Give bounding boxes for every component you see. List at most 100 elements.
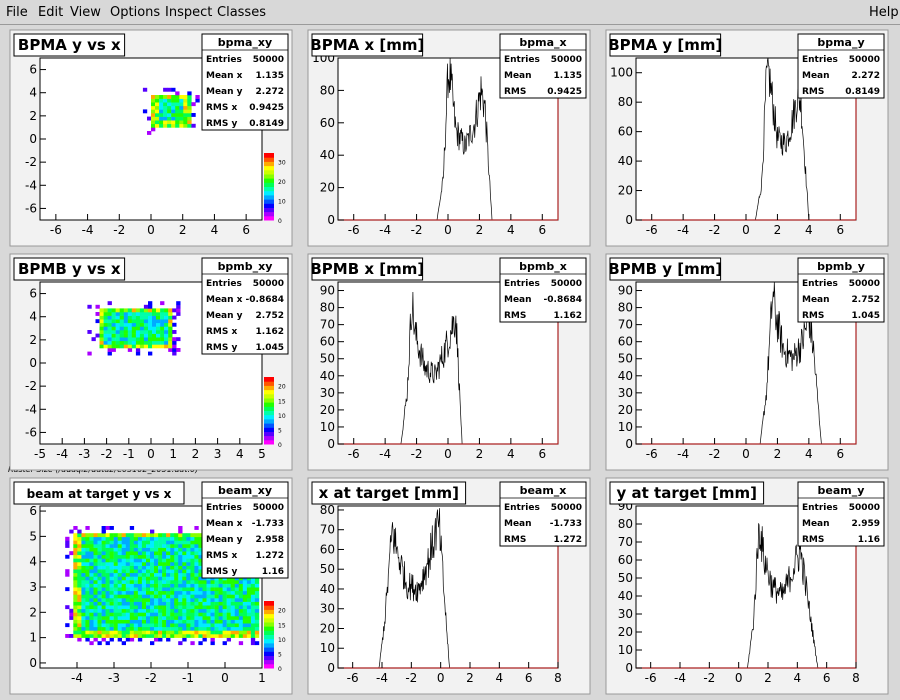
heatmap-cell [148, 319, 153, 324]
heatmap-cell [178, 536, 183, 541]
heatmap-cell [162, 619, 167, 624]
chart-title: BPMA x [mm] [310, 36, 424, 54]
heatmap-cell [113, 587, 118, 592]
x-tick-label: -2 [411, 447, 423, 461]
palette-swatch [264, 423, 274, 428]
heatmap-cell [93, 587, 98, 592]
heatmap-cell [65, 572, 70, 577]
heatmap-cell [77, 590, 82, 595]
menu-edit[interactable]: Edit [38, 5, 64, 20]
heatmap-cell [164, 326, 169, 331]
heatmap-cell [93, 598, 98, 602]
heatmap-cell [178, 544, 183, 548]
heatmap-cell [175, 95, 180, 99]
heatmap-cell [171, 109, 176, 114]
palette-tick-label: 0 [278, 218, 282, 225]
heatmap-cell [176, 304, 181, 309]
heatmap-cell [123, 344, 129, 349]
heatmap-cell [65, 544, 70, 548]
heatmap-cell [125, 608, 131, 613]
heatmap-cell [202, 580, 207, 584]
heatmap-cell [115, 308, 120, 313]
heatmap-cell [89, 540, 94, 545]
heatmap-cell [166, 598, 171, 602]
heatmap-cell [174, 598, 179, 602]
heatmap-cell [238, 634, 244, 638]
heatmap-cell [190, 601, 195, 606]
heatmap-cell [246, 594, 252, 599]
heatmap-cell [238, 587, 244, 592]
heatmap-cell [172, 337, 177, 342]
heatmap-cell [89, 634, 94, 638]
heatmap-cell [242, 608, 248, 613]
heatmap-cell [101, 601, 106, 606]
menu-options[interactable]: Options [110, 5, 161, 20]
heatmap-cell [163, 102, 168, 107]
heatmap-cell [238, 594, 244, 599]
heatmap-cell [148, 304, 153, 309]
heatmap-cell [146, 626, 151, 631]
heatmap-cell [175, 123, 180, 128]
heatmap-cell [166, 544, 171, 548]
heatmap-cell [174, 608, 179, 613]
heatmap-cell [183, 95, 188, 99]
heatmap-cell [69, 529, 74, 534]
heatmap-cell [238, 601, 244, 606]
heatmap-cell [172, 308, 177, 313]
heatmap-cell [250, 612, 256, 617]
x-tick-label: 1 [258, 671, 266, 685]
heatmap-cell [95, 304, 100, 309]
heatmap-cell [178, 540, 183, 545]
heatmap-cell [131, 340, 137, 345]
stats-value: 2.752 [852, 295, 880, 305]
menu-classes[interactable]: Classes [217, 5, 266, 20]
heatmap-cell [129, 601, 135, 606]
palette-tick-label: 30 [278, 160, 286, 167]
heatmap-cell [93, 637, 98, 642]
heatmap-cell [73, 580, 78, 584]
heatmap-cell [178, 587, 183, 592]
heatmap-cell [141, 562, 147, 566]
heatmap-cell [190, 598, 195, 602]
heatmap-cell [154, 580, 159, 584]
heatmap-cell [210, 583, 215, 588]
root-canvas[interactable]: Raster Size (/adaql2/data2/e05102_2051.d… [0, 26, 900, 700]
heatmap-cell [182, 626, 187, 631]
menu-file[interactable]: File [6, 5, 28, 20]
heatmap-cell [77, 547, 82, 552]
heatmap-cell [170, 619, 175, 624]
heatmap-cell [162, 598, 167, 602]
heatmap-cell [97, 551, 102, 556]
y-tick-label: 5 [29, 529, 37, 543]
heatmap-cell [202, 619, 207, 624]
heatmap-cell [254, 601, 260, 606]
heatmap-cell [194, 580, 199, 584]
x-tick-label: 6 [836, 223, 844, 237]
stats-label: RMS [802, 535, 824, 545]
heatmap-cell [89, 536, 94, 541]
heatmap-cell [146, 612, 151, 617]
heatmap-cell [93, 536, 98, 541]
heatmap-cell [77, 565, 82, 570]
heatmap-cell [148, 330, 153, 334]
heatmap-cell [93, 626, 98, 631]
menu-view[interactable]: View [70, 5, 101, 20]
heatmap-cell [191, 113, 196, 117]
x-tick-label: 2 [466, 671, 474, 685]
menu-inspect[interactable]: Inspect [165, 5, 213, 20]
heatmap-cell [99, 330, 104, 334]
heatmap-cell [186, 587, 191, 592]
heatmap-cell [123, 326, 129, 331]
heatmap-cell [141, 630, 147, 635]
heatmap-cell [198, 605, 203, 610]
heatmap-cell [109, 637, 114, 642]
menu-help[interactable]: Help [869, 5, 899, 20]
heatmap-cell [230, 634, 235, 638]
heatmap-cell [101, 533, 106, 538]
heatmap-cell [125, 590, 131, 595]
heatmap-cell [141, 565, 147, 570]
heatmap-cell [115, 326, 120, 331]
y-tick-label: 100 [610, 66, 633, 80]
